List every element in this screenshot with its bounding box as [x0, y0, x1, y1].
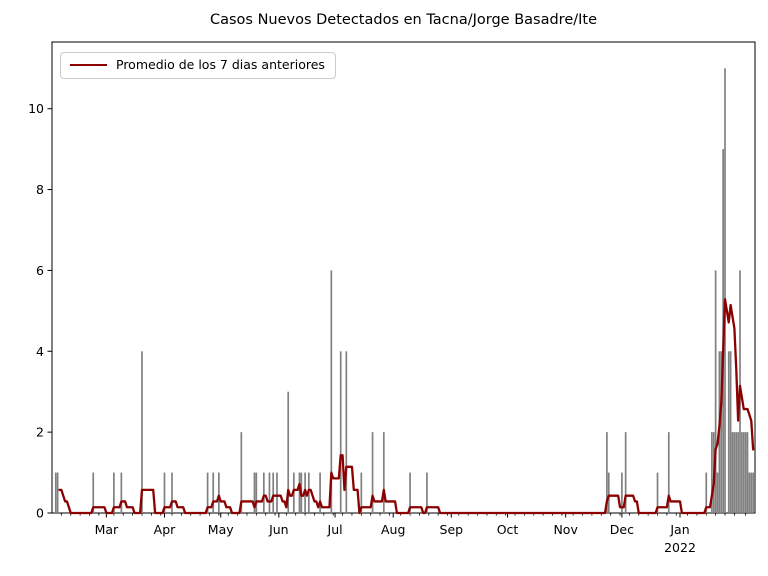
case-bar	[360, 472, 363, 513]
case-bar	[750, 472, 753, 513]
y-tick-label: 4	[36, 344, 44, 359]
case-bar	[240, 432, 243, 513]
x-tick-year-label: 2022	[664, 540, 696, 555]
x-tick-label: May	[208, 522, 234, 537]
x-tick-label: Oct	[497, 522, 519, 537]
case-bar	[724, 68, 726, 513]
case-bar	[262, 472, 265, 513]
case-bar	[272, 472, 275, 513]
case-bar	[607, 472, 610, 513]
case-bar	[741, 432, 743, 513]
case-bar	[716, 472, 719, 513]
case-bar	[727, 351, 730, 513]
case-bar	[382, 432, 385, 513]
x-tick-label: Jul	[327, 522, 343, 537]
case-bar	[371, 432, 374, 513]
case-bar	[206, 472, 209, 513]
case-bar	[621, 472, 623, 513]
case-bar	[120, 472, 123, 513]
case-bar	[711, 432, 713, 513]
case-bar	[748, 472, 751, 513]
case-bar	[752, 472, 754, 513]
chart-title: Casos Nuevos Detectados en Tacna/Jorge B…	[209, 12, 598, 28]
case-bar	[742, 432, 745, 513]
y-tick-label: 0	[36, 506, 44, 521]
case-bar	[92, 472, 95, 513]
x-axis-ticks: Mar Apr May Jun Jul Aug Sep Oct Nov Dec Jan 2022	[95, 513, 696, 555]
case-bar	[141, 351, 143, 513]
case-bar	[746, 432, 749, 513]
case-bar	[345, 351, 348, 513]
legend-line-sample	[70, 64, 107, 67]
x-tick-label: Sep	[440, 522, 464, 537]
case-bar	[298, 472, 301, 513]
case-bar	[253, 472, 256, 513]
case-bar	[339, 351, 342, 513]
x-axis-minor-ticks	[60, 513, 747, 516]
axes	[51, 41, 756, 514]
case-bar	[330, 270, 333, 513]
case-bar	[113, 472, 115, 513]
x-tick-label: Jun	[268, 522, 289, 537]
case-bar	[409, 472, 411, 513]
case-bar	[319, 472, 321, 513]
y-tick-label: 6	[36, 263, 44, 278]
case-bar	[731, 432, 734, 513]
case-bar	[744, 432, 747, 513]
x-tick-label: Mar	[95, 522, 119, 537]
case-bar	[171, 472, 173, 513]
case-bar	[624, 432, 627, 513]
legend-label: Promedio de los 7 dias anteriores	[116, 57, 325, 72]
case-bar	[667, 432, 670, 513]
average-line	[58, 298, 755, 515]
case-bar	[163, 472, 166, 513]
legend: Promedio de los 7 dias anteriores	[60, 52, 336, 79]
case-bar	[426, 472, 428, 513]
x-tick-label: Dec	[610, 522, 634, 537]
case-bar	[737, 432, 739, 513]
case-bar	[255, 472, 258, 513]
case-bar	[735, 432, 738, 513]
x-tick-label: Aug	[381, 522, 405, 537]
daily-cases-bars	[54, 68, 754, 513]
case-bar	[212, 472, 215, 513]
case-bar	[729, 351, 732, 513]
case-bar	[56, 472, 59, 513]
case-bar	[54, 472, 57, 513]
case-bar	[287, 391, 290, 513]
case-bar	[705, 472, 708, 513]
x-tick-label: Nov	[553, 522, 578, 537]
y-tick-label: 10	[28, 101, 44, 116]
case-bar	[656, 472, 659, 513]
y-axis-ticks: 0 2 4 6 8 10	[28, 101, 52, 521]
x-tick-label: Jan	[669, 522, 689, 537]
case-bar	[268, 472, 271, 513]
x-tick-label: Apr	[154, 522, 176, 537]
case-bar	[714, 270, 717, 513]
y-tick-label: 8	[36, 182, 44, 197]
case-bar	[606, 432, 608, 513]
case-bar	[276, 472, 278, 513]
case-bar	[720, 351, 723, 513]
y-tick-label: 2	[36, 425, 44, 440]
case-bar	[218, 472, 220, 513]
case-bar	[733, 432, 736, 513]
